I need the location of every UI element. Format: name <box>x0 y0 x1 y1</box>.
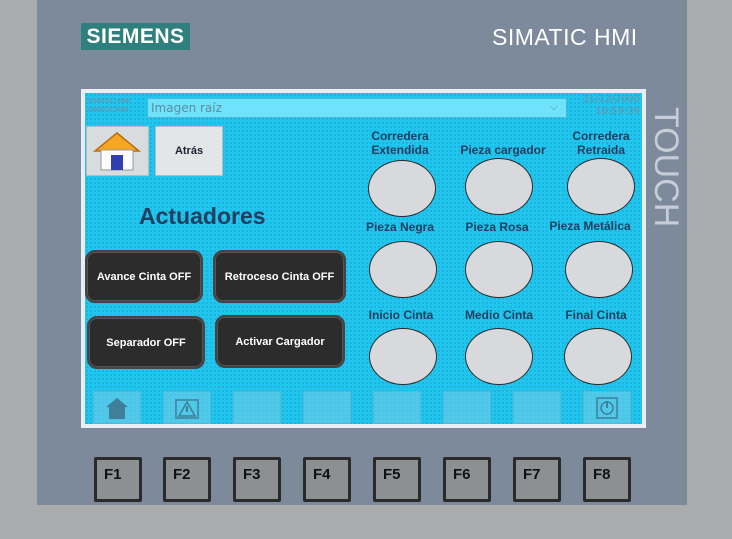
softkey-empty[interactable] <box>233 391 281 424</box>
system-label: SIMATIC HMI SIMATICHMI <box>87 97 143 115</box>
siemens-logo: SIEMENS <box>81 23 190 50</box>
softkey-alarm[interactable] <box>163 391 211 424</box>
f6-key[interactable]: F6 <box>443 457 491 502</box>
page-title: Actuadores <box>139 203 266 229</box>
indicator-final-cinta <box>564 328 632 385</box>
screen-select[interactable]: Imagen raíz ⌵ <box>147 98 567 118</box>
indicator-label: Final Cinta <box>565 308 627 322</box>
indicator-label: Corredera Extendida <box>371 129 429 157</box>
power-icon <box>596 396 618 419</box>
screen-topbar: SIMATIC HMI SIMATICHMI Imagen raíz ⌵ 31/… <box>85 93 642 125</box>
clock: 31/12/2000 10:59:39 <box>582 94 640 118</box>
indicator-pieza-negra <box>369 241 437 298</box>
indicator-label: Pieza Rosa <box>465 220 529 234</box>
alarm-icon <box>175 398 199 419</box>
indicator-inicio-cinta <box>369 328 437 385</box>
softkey-empty[interactable] <box>513 391 561 424</box>
f1-key[interactable]: F1 <box>94 457 142 502</box>
clock-date: 31/12/2000 <box>582 94 640 105</box>
softkey-empty[interactable] <box>303 391 351 424</box>
indicator-label: Inicio Cinta <box>368 308 434 322</box>
indicator-pieza-cargador <box>465 158 533 215</box>
softkey-home[interactable] <box>93 391 141 424</box>
f7-key[interactable]: F7 <box>513 457 561 502</box>
chevron-down-icon: ⌵ <box>549 100 558 113</box>
back-button[interactable]: Atrás <box>155 126 223 176</box>
softkey-power[interactable] <box>583 391 631 424</box>
indicator-label: Medio Cinta <box>465 308 533 322</box>
house-icon <box>92 132 142 171</box>
indicator-medio-cinta <box>465 328 533 385</box>
screen-select-value: Imagen raíz <box>151 101 222 115</box>
indicator-label: Pieza Negra <box>365 220 435 234</box>
avance-cinta-button[interactable]: Avance Cinta OFF <box>85 250 203 303</box>
hmi-screen: SIMATIC HMI SIMATICHMI Imagen raíz ⌵ 31/… <box>85 93 642 424</box>
separador-button[interactable]: Separador OFF <box>87 316 205 369</box>
indicator-label: Pieza Metálica <box>549 219 631 233</box>
home-button[interactable] <box>86 126 149 176</box>
softkey-empty[interactable] <box>373 391 421 424</box>
f8-key[interactable]: F8 <box>583 457 631 502</box>
retroceso-cinta-button[interactable]: Retroceso Cinta OFF <box>213 250 346 303</box>
device-model: SIMATIC HMI <box>492 24 638 50</box>
softkey-empty[interactable] <box>443 391 491 424</box>
indicator-pieza-rosa <box>465 241 533 298</box>
system-label-line1: SIMATIC HMI <box>87 97 131 105</box>
touch-label: TOUCH <box>647 107 685 228</box>
indicator-label: Pieza cargador <box>460 143 546 157</box>
f5-key[interactable]: F5 <box>373 457 421 502</box>
indicator-corredera-retraida <box>567 158 635 215</box>
f2-key[interactable]: F2 <box>163 457 211 502</box>
clock-time: 10:59:39 <box>595 106 640 117</box>
home-icon <box>106 397 128 419</box>
f4-key[interactable]: F4 <box>303 457 351 502</box>
indicator-pieza-metalica <box>565 241 633 298</box>
indicator-label: Corredera Retraida <box>572 129 630 157</box>
indicator-corredera-extendida <box>368 160 436 217</box>
activar-cargador-button[interactable]: Activar Cargador <box>215 315 345 368</box>
f3-key[interactable]: F3 <box>233 457 281 502</box>
system-label-line2: SIMATICHMI <box>87 106 129 114</box>
